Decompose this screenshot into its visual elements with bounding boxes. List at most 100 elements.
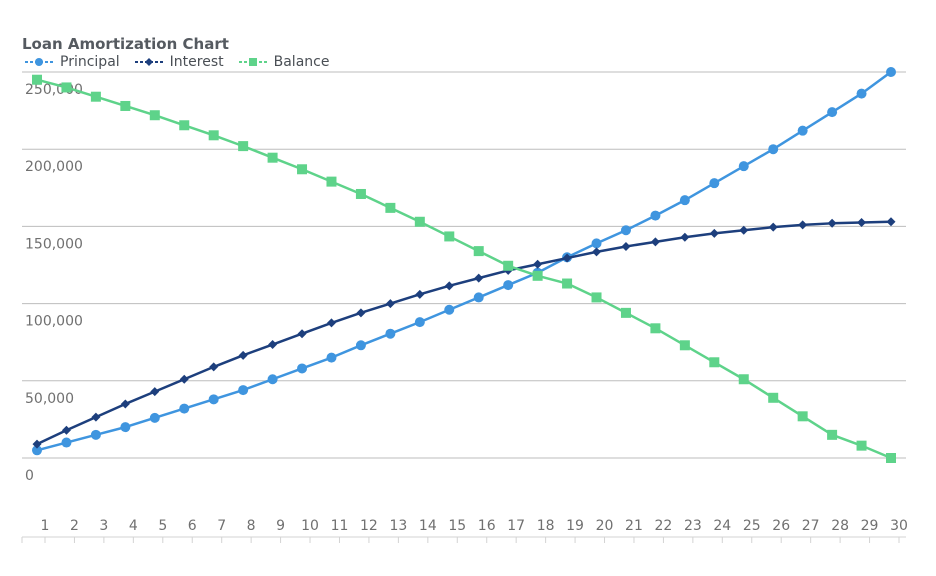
legend-item-interest[interactable]: Interest	[134, 54, 224, 70]
data-point-balance[interactable]	[650, 323, 661, 334]
data-point-interest[interactable]	[650, 237, 660, 247]
x-tick-label: 29	[861, 518, 879, 534]
legend-item-principal[interactable]: Principal	[24, 54, 120, 70]
data-point-interest[interactable]	[120, 399, 130, 409]
data-point-interest[interactable]	[268, 340, 278, 350]
data-point-interest[interactable]	[326, 318, 336, 328]
data-point-principal[interactable]	[355, 340, 366, 351]
data-point-principal[interactable]	[473, 292, 484, 303]
data-point-principal[interactable]	[503, 280, 514, 291]
x-tick-label: 12	[360, 518, 378, 534]
data-point-interest[interactable]	[150, 387, 160, 397]
data-point-principal[interactable]	[679, 195, 690, 206]
data-point-balance[interactable]	[208, 130, 219, 141]
data-point-balance[interactable]	[503, 260, 514, 271]
data-point-principal[interactable]	[709, 178, 720, 189]
data-point-interest[interactable]	[680, 232, 690, 242]
data-point-principal[interactable]	[827, 107, 838, 118]
data-point-balance[interactable]	[620, 307, 631, 318]
legend-item-balance[interactable]: Balance	[238, 54, 329, 70]
data-point-interest[interactable]	[739, 225, 749, 235]
data-point-balance[interactable]	[238, 141, 249, 152]
x-tick-label: 11	[331, 518, 349, 534]
data-point-interest[interactable]	[297, 329, 307, 339]
data-point-balance[interactable]	[532, 270, 543, 281]
data-point-balance[interactable]	[385, 202, 396, 213]
data-point-balance[interactable]	[562, 278, 573, 289]
data-point-principal[interactable]	[797, 125, 808, 136]
data-point-balance[interactable]	[149, 110, 160, 121]
data-point-interest[interactable]	[474, 273, 484, 283]
data-point-principal[interactable]	[385, 328, 396, 339]
data-point-interest[interactable]	[533, 259, 543, 269]
data-point-principal[interactable]	[620, 225, 631, 236]
data-point-interest[interactable]	[209, 362, 219, 372]
data-point-balance[interactable]	[179, 120, 190, 131]
data-point-balance[interactable]	[827, 429, 838, 440]
data-point-balance[interactable]	[267, 152, 278, 163]
data-point-interest[interactable]	[179, 374, 189, 384]
data-point-principal[interactable]	[90, 429, 101, 440]
data-point-interest[interactable]	[768, 222, 778, 232]
x-tick-label: 25	[743, 518, 761, 534]
data-point-principal[interactable]	[179, 403, 190, 414]
data-point-balance[interactable]	[768, 392, 779, 403]
data-point-principal[interactable]	[326, 352, 337, 363]
data-point-interest[interactable]	[562, 253, 572, 263]
data-point-balance[interactable]	[709, 357, 720, 368]
data-point-principal[interactable]	[238, 385, 249, 396]
data-point-balance[interactable]	[473, 246, 484, 257]
data-point-balance[interactable]	[90, 91, 101, 102]
data-point-balance[interactable]	[61, 82, 72, 93]
data-point-principal[interactable]	[886, 67, 896, 77]
data-point-interest[interactable]	[385, 299, 395, 309]
data-point-balance[interactable]	[32, 74, 42, 85]
data-point-interest[interactable]	[415, 289, 425, 299]
x-tick-label: 22	[654, 518, 672, 534]
data-point-balance[interactable]	[797, 411, 808, 422]
data-point-principal[interactable]	[591, 238, 602, 249]
data-point-principal[interactable]	[297, 363, 308, 374]
data-point-principal[interactable]	[444, 304, 455, 315]
data-point-interest[interactable]	[621, 241, 631, 251]
x-tick-label: 2	[70, 518, 79, 534]
data-point-balance[interactable]	[679, 340, 690, 351]
x-tick-label: 9	[276, 518, 285, 534]
data-point-interest[interactable]	[91, 412, 101, 422]
data-point-balance[interactable]	[355, 188, 366, 199]
x-tick-label: 19	[566, 518, 584, 534]
data-point-principal[interactable]	[149, 412, 160, 423]
data-point-interest[interactable]	[857, 218, 867, 228]
data-point-principal[interactable]	[32, 445, 42, 456]
data-point-interest[interactable]	[61, 425, 71, 435]
data-point-balance[interactable]	[886, 453, 896, 463]
data-point-interest[interactable]	[238, 350, 248, 360]
data-point-principal[interactable]	[856, 88, 867, 99]
data-point-interest[interactable]	[444, 281, 454, 291]
data-point-balance[interactable]	[297, 164, 308, 175]
data-point-interest[interactable]	[592, 247, 602, 257]
data-point-principal[interactable]	[768, 144, 779, 155]
data-point-interest[interactable]	[827, 218, 837, 228]
data-point-principal[interactable]	[208, 394, 219, 405]
data-point-interest[interactable]	[798, 220, 808, 230]
data-point-principal[interactable]	[120, 422, 131, 433]
data-point-interest[interactable]	[356, 308, 366, 318]
data-point-principal[interactable]	[267, 374, 278, 385]
data-point-principal[interactable]	[61, 437, 72, 448]
data-point-balance[interactable]	[856, 440, 867, 451]
data-point-balance[interactable]	[591, 292, 602, 303]
data-point-balance[interactable]	[326, 176, 337, 187]
data-point-interest[interactable]	[709, 228, 719, 238]
x-tick-label: 7	[217, 518, 226, 534]
data-point-principal[interactable]	[414, 317, 425, 328]
data-point-principal[interactable]	[650, 210, 661, 221]
data-point-balance[interactable]	[414, 216, 425, 227]
legend-swatch-balance-icon	[238, 58, 267, 66]
data-point-interest[interactable]	[32, 439, 42, 449]
data-point-balance[interactable]	[738, 374, 749, 385]
data-point-interest[interactable]	[886, 217, 896, 227]
data-point-balance[interactable]	[120, 100, 131, 111]
data-point-balance[interactable]	[444, 231, 455, 242]
data-point-principal[interactable]	[738, 161, 749, 172]
